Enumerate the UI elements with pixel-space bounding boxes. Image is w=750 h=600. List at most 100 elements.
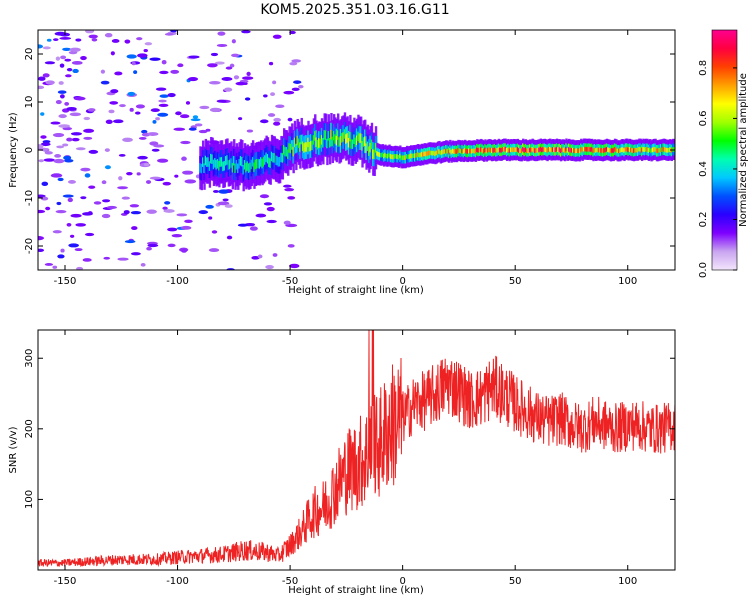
ridge-core [490, 148, 494, 154]
colorbar-tick-label: 0.2 [698, 212, 709, 228]
noise-speck [38, 159, 44, 163]
noise-speck [153, 144, 165, 148]
ridge-core [370, 139, 374, 150]
colorbar-label: Normalized spectral amplitude [738, 73, 749, 227]
noise-speck [188, 127, 197, 131]
noise-speck [104, 165, 111, 170]
noise-speck [136, 37, 143, 41]
ridge-core [330, 129, 333, 140]
noise-speck [225, 66, 233, 70]
ridge-core [582, 146, 586, 152]
x-tick-label: 50 [509, 576, 522, 587]
ridge-core [516, 147, 520, 152]
colorbar: 0.0 0.2 0.4 0.6 0.8 Normalized spectral ampl… [698, 29, 749, 278]
ridge-core [347, 138, 351, 148]
noise-speck [66, 106, 77, 111]
noise-speck [66, 67, 73, 72]
noise-speck [75, 147, 86, 151]
ridge-core [609, 148, 613, 154]
ridge-core [374, 143, 378, 153]
ridge-core [476, 147, 479, 153]
ridge-core [295, 143, 298, 154]
noise-speck [108, 109, 115, 114]
noise-speck [284, 187, 295, 192]
ridge-core [532, 147, 536, 153]
ridge-core [251, 157, 255, 167]
ridge-core [428, 150, 432, 156]
x-tick-label: 0 [399, 276, 405, 287]
noise-speck [60, 55, 67, 60]
noise-speck [159, 94, 169, 98]
noise-speck [134, 111, 141, 115]
x-tick-label: -50 [282, 276, 298, 287]
noise-speck [85, 232, 95, 237]
noise-speck [59, 36, 72, 40]
noise-speck [180, 225, 192, 230]
noise-speck [123, 210, 130, 215]
ridge-core [659, 147, 663, 153]
noise-speck [151, 148, 160, 152]
ridge-core [486, 147, 490, 153]
noise-speck [56, 145, 65, 149]
x-tick-label: 0 [399, 576, 405, 587]
ridge-core [407, 154, 410, 160]
noise-speck [198, 129, 208, 134]
ridge-core [489, 147, 493, 153]
ridge-core [300, 134, 303, 145]
spectrogram-noise [38, 30, 306, 270]
noise-speck [104, 148, 110, 152]
noise-speck [205, 128, 211, 132]
noise-speck [50, 173, 63, 178]
noise-speck [263, 94, 268, 98]
ridge-core [320, 135, 324, 145]
ridge-core [493, 147, 497, 153]
ridge-core [600, 148, 603, 153]
noise-speck [64, 101, 70, 106]
ridge-core [454, 149, 457, 154]
noise-speck [149, 57, 161, 61]
ridge-core [650, 148, 653, 154]
noise-speck [255, 213, 267, 218]
ridge-core [328, 138, 332, 148]
noise-speck [241, 30, 251, 34]
ridge-core [423, 151, 426, 156]
noise-speck [127, 91, 136, 96]
ridge-core [628, 147, 632, 152]
noise-speck [118, 153, 126, 157]
noise-speck [52, 265, 58, 269]
ridge-core [301, 141, 305, 151]
ridge-core [396, 154, 399, 159]
ridge-core [293, 137, 297, 148]
noise-speck [44, 151, 53, 155]
ridge-core [361, 141, 364, 151]
noise-speck [137, 53, 148, 58]
noise-speck [272, 253, 278, 257]
noise-speck [70, 132, 83, 136]
ridge-core [424, 151, 428, 157]
ridge-core [449, 148, 452, 153]
noise-speck [45, 206, 51, 211]
ridge-core [416, 152, 420, 157]
ridge-core [355, 135, 359, 146]
noise-speck [85, 30, 95, 34]
ridge-core [646, 147, 649, 152]
noise-speck [65, 74, 72, 78]
noise-speck [56, 201, 62, 206]
colorbar-axis: 0.0 0.2 0.4 0.6 0.8 [698, 29, 738, 278]
ridge-core [318, 138, 321, 148]
x-tick-label: 50 [509, 276, 522, 287]
noise-speck [42, 140, 51, 144]
noise-speck [60, 248, 65, 253]
noise-speck [272, 34, 282, 39]
ridge-core [455, 149, 459, 154]
spectrogram-ridge [199, 112, 675, 192]
ridge-core [573, 148, 576, 154]
ridge-core [231, 162, 235, 173]
noise-speck [126, 54, 137, 59]
ridge-core [399, 153, 402, 159]
ridge-core [380, 152, 383, 158]
ridge-core [200, 163, 204, 174]
ridge-core [519, 148, 522, 154]
noise-speck [130, 211, 142, 215]
